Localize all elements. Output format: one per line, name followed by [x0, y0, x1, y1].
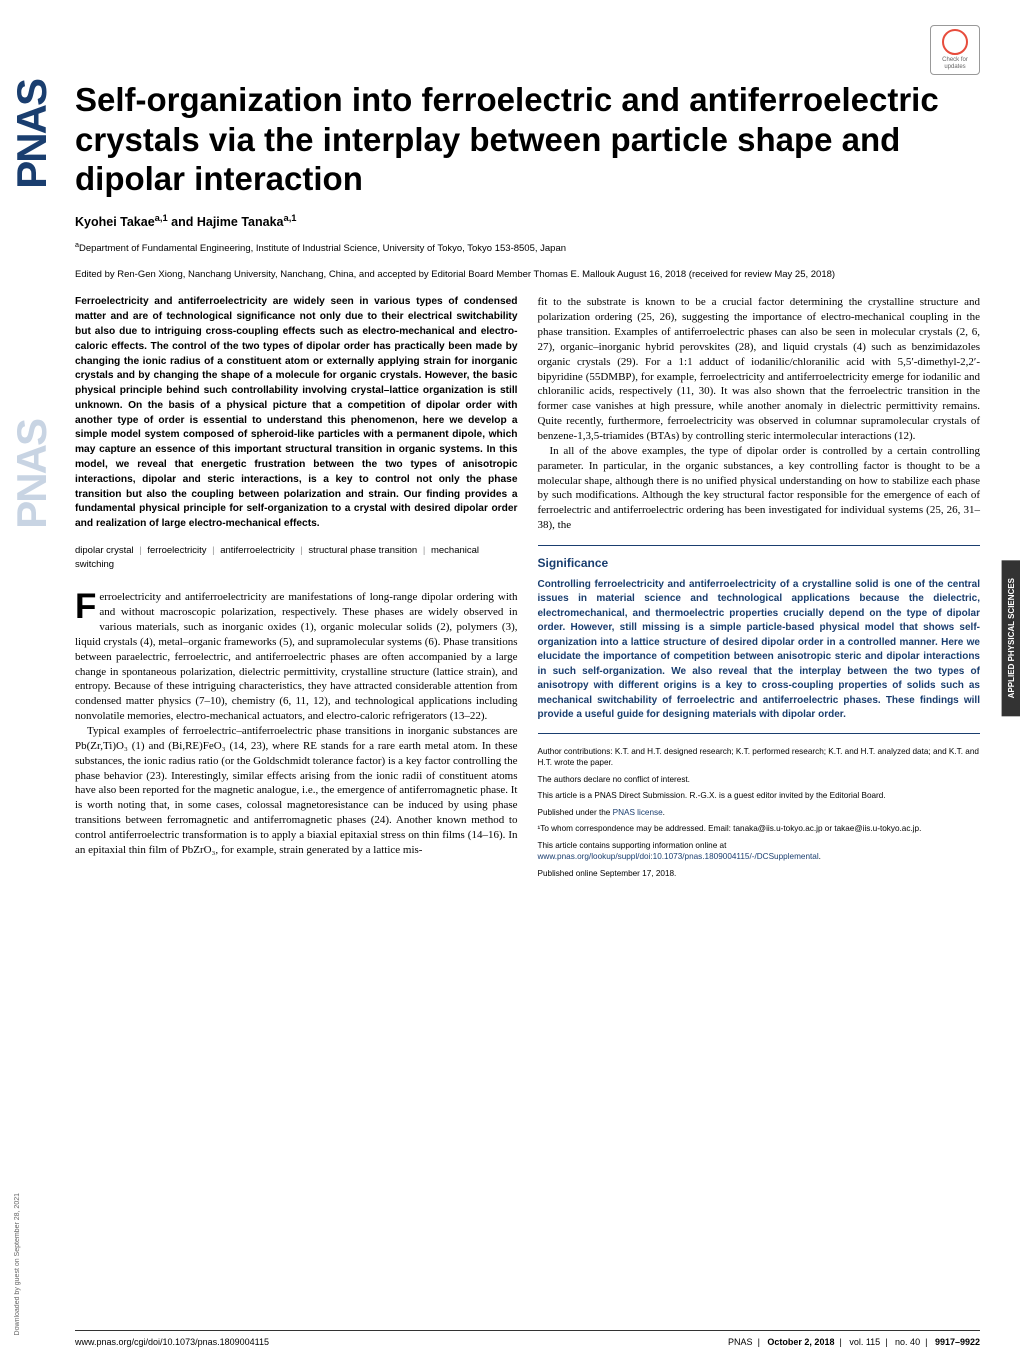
download-note: Downloaded by guest on September 28, 202… — [14, 1193, 21, 1335]
article-title: Self-organization into ferroelectric and… — [75, 80, 980, 199]
abstract: Ferroelectricity and antiferroelectricit… — [75, 295, 518, 532]
section-tab: APPLIED PHYSICAL SCIENCES — [1002, 560, 1020, 716]
page-footer: www.pnas.org/cgi/doi/10.1073/pnas.180900… — [75, 1330, 980, 1347]
journal-sidebar: PNAS PNAS Downloaded by guest on Septemb… — [0, 0, 50, 1365]
pnas-logo: PNAS — [8, 80, 56, 189]
article-affiliation: aDepartment of Fundamental Engineering, … — [75, 241, 980, 254]
footnote-license: Published under the PNAS license. — [538, 807, 981, 818]
body-text-right: fit to the substrate is known to be a cr… — [538, 295, 981, 533]
footnotes: Author contributions: K.T. and H.T. desi… — [538, 746, 981, 879]
footnote-supporting: This article contains supporting informa… — [538, 840, 981, 863]
paragraph-2: Typical examples of ferroelectric–antife… — [75, 724, 518, 858]
crossmark-badge[interactable]: Check for updates — [930, 25, 980, 75]
crossmark-icon — [942, 29, 968, 55]
pnas-logo-watermark: PNAS — [8, 420, 56, 529]
article-authors: Kyohei Takaea,1 and Hajime Tanakaa,1 — [75, 213, 980, 229]
footer-citation: PNAS| October 2, 2018| vol. 115| no. 40|… — [728, 1337, 980, 1347]
left-column: Ferroelectricity and antiferroelectricit… — [75, 295, 518, 884]
footnote-conflict: The authors declare no conflict of inter… — [538, 774, 981, 785]
license-link[interactable]: PNAS license — [613, 808, 663, 817]
significance-box: Significance Controlling ferroelectricit… — [538, 545, 981, 734]
footnote-published: Published online September 17, 2018. — [538, 868, 981, 879]
keywords: dipolar crystal | ferroelectricity | ant… — [75, 544, 518, 573]
paragraph-4: In all of the above examples, the type o… — [538, 444, 981, 533]
supporting-link[interactable]: www.pnas.org/lookup/suppl/doi:10.1073/pn… — [538, 852, 819, 861]
two-column-layout: Ferroelectricity and antiferroelectricit… — [75, 295, 980, 884]
footer-doi: www.pnas.org/cgi/doi/10.1073/pnas.180900… — [75, 1337, 269, 1347]
paragraph-3: fit to the substrate is known to be a cr… — [538, 295, 981, 443]
significance-text: Controlling ferroelectricity and antifer… — [538, 578, 981, 723]
article-content: Check for updates Self-organization into… — [75, 25, 980, 884]
footnote-submission: This article is a PNAS Direct Submission… — [538, 790, 981, 801]
right-column: fit to the substrate is known to be a cr… — [538, 295, 981, 884]
edited-by: Edited by Ren-Gen Xiong, Nanchang Univer… — [75, 268, 980, 281]
body-text-left: Ferroelectricity and antiferroelectricit… — [75, 590, 518, 857]
footnote-contributions: Author contributions: K.T. and H.T. desi… — [538, 746, 981, 769]
dropcap: F — [75, 592, 96, 622]
paragraph-1: Ferroelectricity and antiferroelectricit… — [75, 590, 518, 724]
footnote-correspondence: ¹To whom correspondence may be addressed… — [538, 823, 981, 834]
crossmark-label: Check for updates — [931, 57, 979, 70]
significance-title: Significance — [538, 556, 981, 570]
